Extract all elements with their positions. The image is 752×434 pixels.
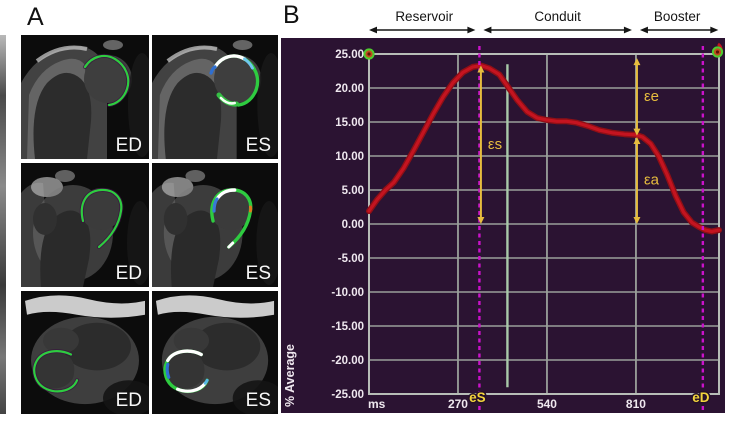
y-tick-label: 10.00	[335, 151, 364, 163]
phase-arrowhead-right	[710, 26, 719, 34]
frame-label: ES	[245, 263, 271, 284]
arrowhead-down	[477, 217, 485, 224]
phase-arrowhead-left	[639, 26, 648, 34]
y-tick-label: 25.00	[335, 49, 364, 61]
left-image-sliver	[0, 35, 6, 414]
y-tick-label: 15.00	[335, 117, 364, 129]
frame-label: ED	[115, 263, 142, 284]
mri-scan	[21, 291, 149, 414]
arrowhead-up	[633, 136, 641, 144]
la-contour-ed	[80, 188, 123, 249]
strain-chart: eS eD εs εe εa 25.00 20.00 15.00 10.00 5.00 0.00 -5…	[283, 42, 724, 411]
arrowhead-down	[633, 128, 641, 136]
mri-image-ed-row3: ED	[21, 291, 149, 414]
frame-label: ES	[245, 390, 271, 411]
arrowhead-down	[633, 217, 641, 224]
phase-arrowhead-right	[623, 26, 632, 34]
plot-border	[368, 53, 720, 395]
la-contour-es	[210, 188, 253, 249]
la-contour-ed	[33, 350, 79, 393]
y-tick-label: -15.00	[331, 321, 364, 333]
y-tick-label: 5.00	[342, 185, 364, 197]
annotation-label-εe: εe	[644, 88, 659, 105]
phase-label: Conduit	[534, 9, 581, 24]
phase-arrows-header: Reservoir Conduit Booster	[369, 9, 719, 34]
mri-image-es-row3: ES	[152, 291, 278, 414]
strain-curve	[367, 64, 721, 234]
strain-curve-outline	[366, 62, 722, 235]
mri-scan	[152, 291, 278, 414]
mri-scan	[21, 35, 149, 159]
mri-image-ed-row2: ED	[21, 163, 149, 287]
mri-image-es-row2: ES	[152, 163, 278, 287]
frame-label: ED	[115, 135, 142, 156]
y-tick-label: 20.00	[335, 83, 364, 95]
y-tick-label: 0.00	[342, 219, 364, 231]
la-contour-ed	[83, 54, 130, 107]
phase-arrowhead-left	[483, 26, 492, 34]
y-tick-label: -5.00	[338, 253, 364, 265]
x-tick-label: 270	[448, 397, 468, 411]
x-tick-label: 540	[537, 397, 557, 411]
mri-image-ed-row1: ED	[21, 35, 149, 159]
cycle-marker-dot	[367, 52, 371, 56]
event-label-eS: eS	[469, 390, 486, 405]
phase-arrowhead-left	[369, 26, 377, 34]
y-tick-label: -20.00	[331, 355, 364, 367]
y-tick-label: -25.00	[331, 389, 364, 401]
strain-plot-panel: eS eD εs εe εa 25.00 20.00 15.00 10.00 5.00 0.00 -5…	[281, 38, 725, 413]
y-tick-label: -10.00	[331, 287, 364, 299]
annotation-label-εs: εs	[488, 136, 502, 153]
x-tick-label: 810	[626, 397, 646, 411]
arrowhead-up	[477, 65, 485, 73]
phase-arrowhead-right	[467, 26, 476, 34]
mri-image-es-row1: ES	[152, 35, 278, 159]
event-label-eD: eD	[692, 390, 710, 405]
annotation-label-εa: εa	[644, 171, 660, 188]
phase-label: Reservoir	[395, 9, 453, 24]
cycle-marker-dot	[715, 50, 720, 54]
phase-label: Booster	[654, 9, 701, 24]
panel-a-label: A	[27, 3, 44, 31]
mri-scan	[21, 163, 149, 287]
panel-b-label: B	[283, 1, 300, 29]
frame-label: ES	[245, 135, 271, 156]
mri-scan	[152, 163, 278, 287]
frame-label: ED	[115, 390, 142, 411]
x-axis-unit-label: ms	[368, 397, 386, 411]
mri-scan	[152, 35, 278, 159]
y-axis-label: % Average	[283, 344, 297, 407]
arrowhead-up	[633, 58, 641, 66]
